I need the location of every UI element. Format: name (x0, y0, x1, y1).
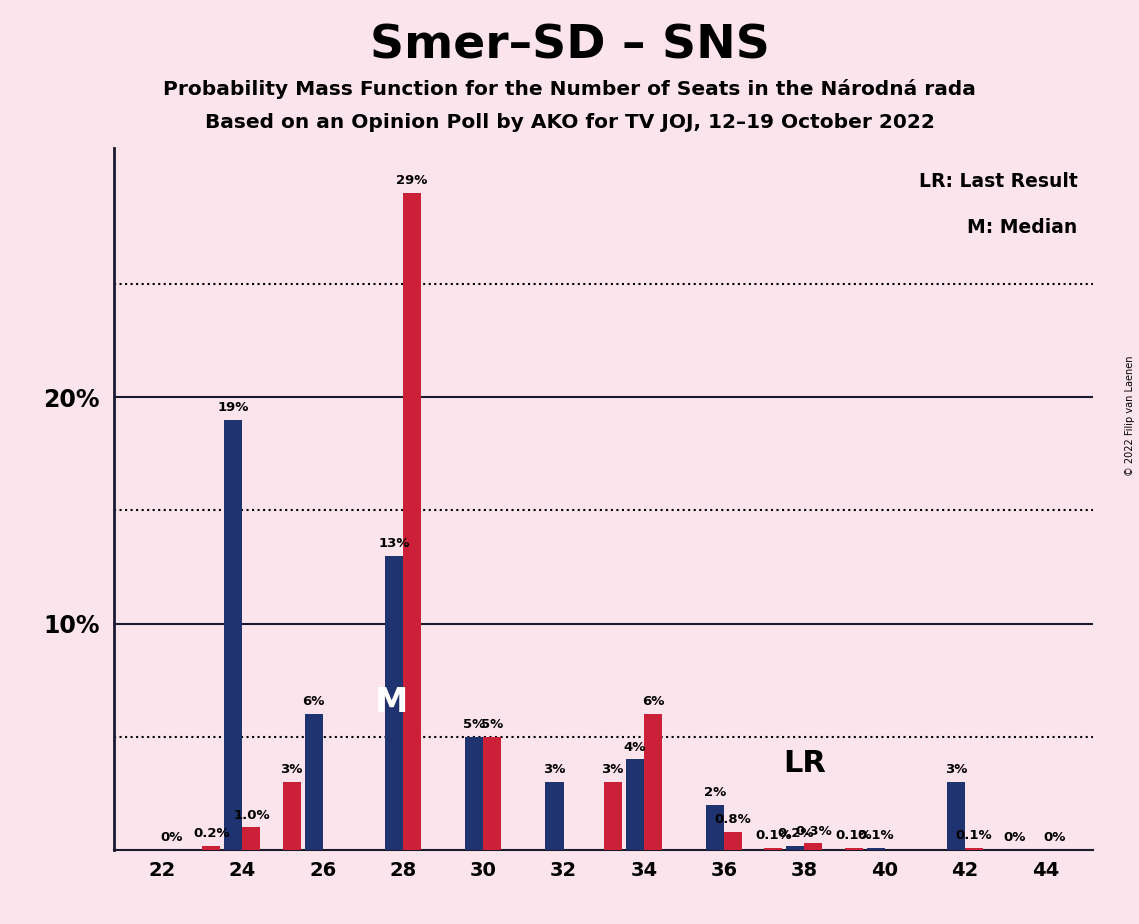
Text: 0.1%: 0.1% (835, 829, 871, 842)
Text: Based on an Opinion Poll by AKO for TV JOJ, 12–19 October 2022: Based on an Opinion Poll by AKO for TV J… (205, 113, 934, 132)
Bar (965, 848, 983, 850)
Bar (947, 782, 965, 850)
Text: Probability Mass Function for the Number of Seats in the Národná rada: Probability Mass Function for the Number… (163, 79, 976, 99)
Text: 6%: 6% (303, 696, 325, 709)
Text: LR: Last Result: LR: Last Result (919, 172, 1077, 191)
Text: 0.1%: 0.1% (755, 829, 792, 842)
Text: 0%: 0% (1003, 832, 1025, 845)
Bar (243, 827, 261, 850)
Text: 0.3%: 0.3% (795, 824, 831, 838)
Text: 0.1%: 0.1% (956, 829, 992, 842)
Bar (804, 844, 822, 850)
Text: M: Median: M: Median (967, 218, 1077, 237)
Text: 5%: 5% (481, 718, 503, 731)
Text: 0.2%: 0.2% (192, 827, 230, 840)
Text: 4%: 4% (623, 741, 646, 754)
Text: 3%: 3% (543, 763, 566, 776)
Bar (764, 848, 782, 850)
Bar (625, 760, 644, 850)
Bar (546, 782, 564, 850)
Text: © 2022 Filip van Laenen: © 2022 Filip van Laenen (1125, 356, 1134, 476)
Text: 3%: 3% (944, 763, 967, 776)
Bar (483, 736, 501, 850)
Bar (786, 845, 804, 850)
Bar (867, 848, 885, 850)
Text: 3%: 3% (601, 763, 624, 776)
Text: 13%: 13% (378, 537, 410, 550)
Text: 0.2%: 0.2% (777, 827, 813, 840)
Bar (844, 848, 862, 850)
Bar (282, 782, 301, 850)
Bar (385, 555, 403, 850)
Text: 2%: 2% (704, 786, 727, 799)
Bar (465, 736, 483, 850)
Bar (304, 714, 322, 850)
Text: M: M (375, 687, 409, 720)
Bar (724, 832, 743, 850)
Bar (224, 419, 243, 850)
Text: 5%: 5% (464, 718, 485, 731)
Text: 0.8%: 0.8% (715, 813, 752, 826)
Text: 1.0%: 1.0% (233, 808, 270, 821)
Bar (403, 193, 421, 850)
Text: 0.1%: 0.1% (858, 829, 894, 842)
Text: 0%: 0% (159, 832, 182, 845)
Text: LR: LR (782, 749, 826, 779)
Bar (644, 714, 662, 850)
Text: 29%: 29% (396, 175, 427, 188)
Text: 0%: 0% (1043, 832, 1065, 845)
Bar (604, 782, 622, 850)
Bar (203, 845, 220, 850)
Text: Smer–SD – SNS: Smer–SD – SNS (369, 23, 770, 68)
Text: 3%: 3% (280, 763, 303, 776)
Text: 19%: 19% (218, 401, 249, 414)
Text: 6%: 6% (641, 696, 664, 709)
Bar (706, 805, 724, 850)
